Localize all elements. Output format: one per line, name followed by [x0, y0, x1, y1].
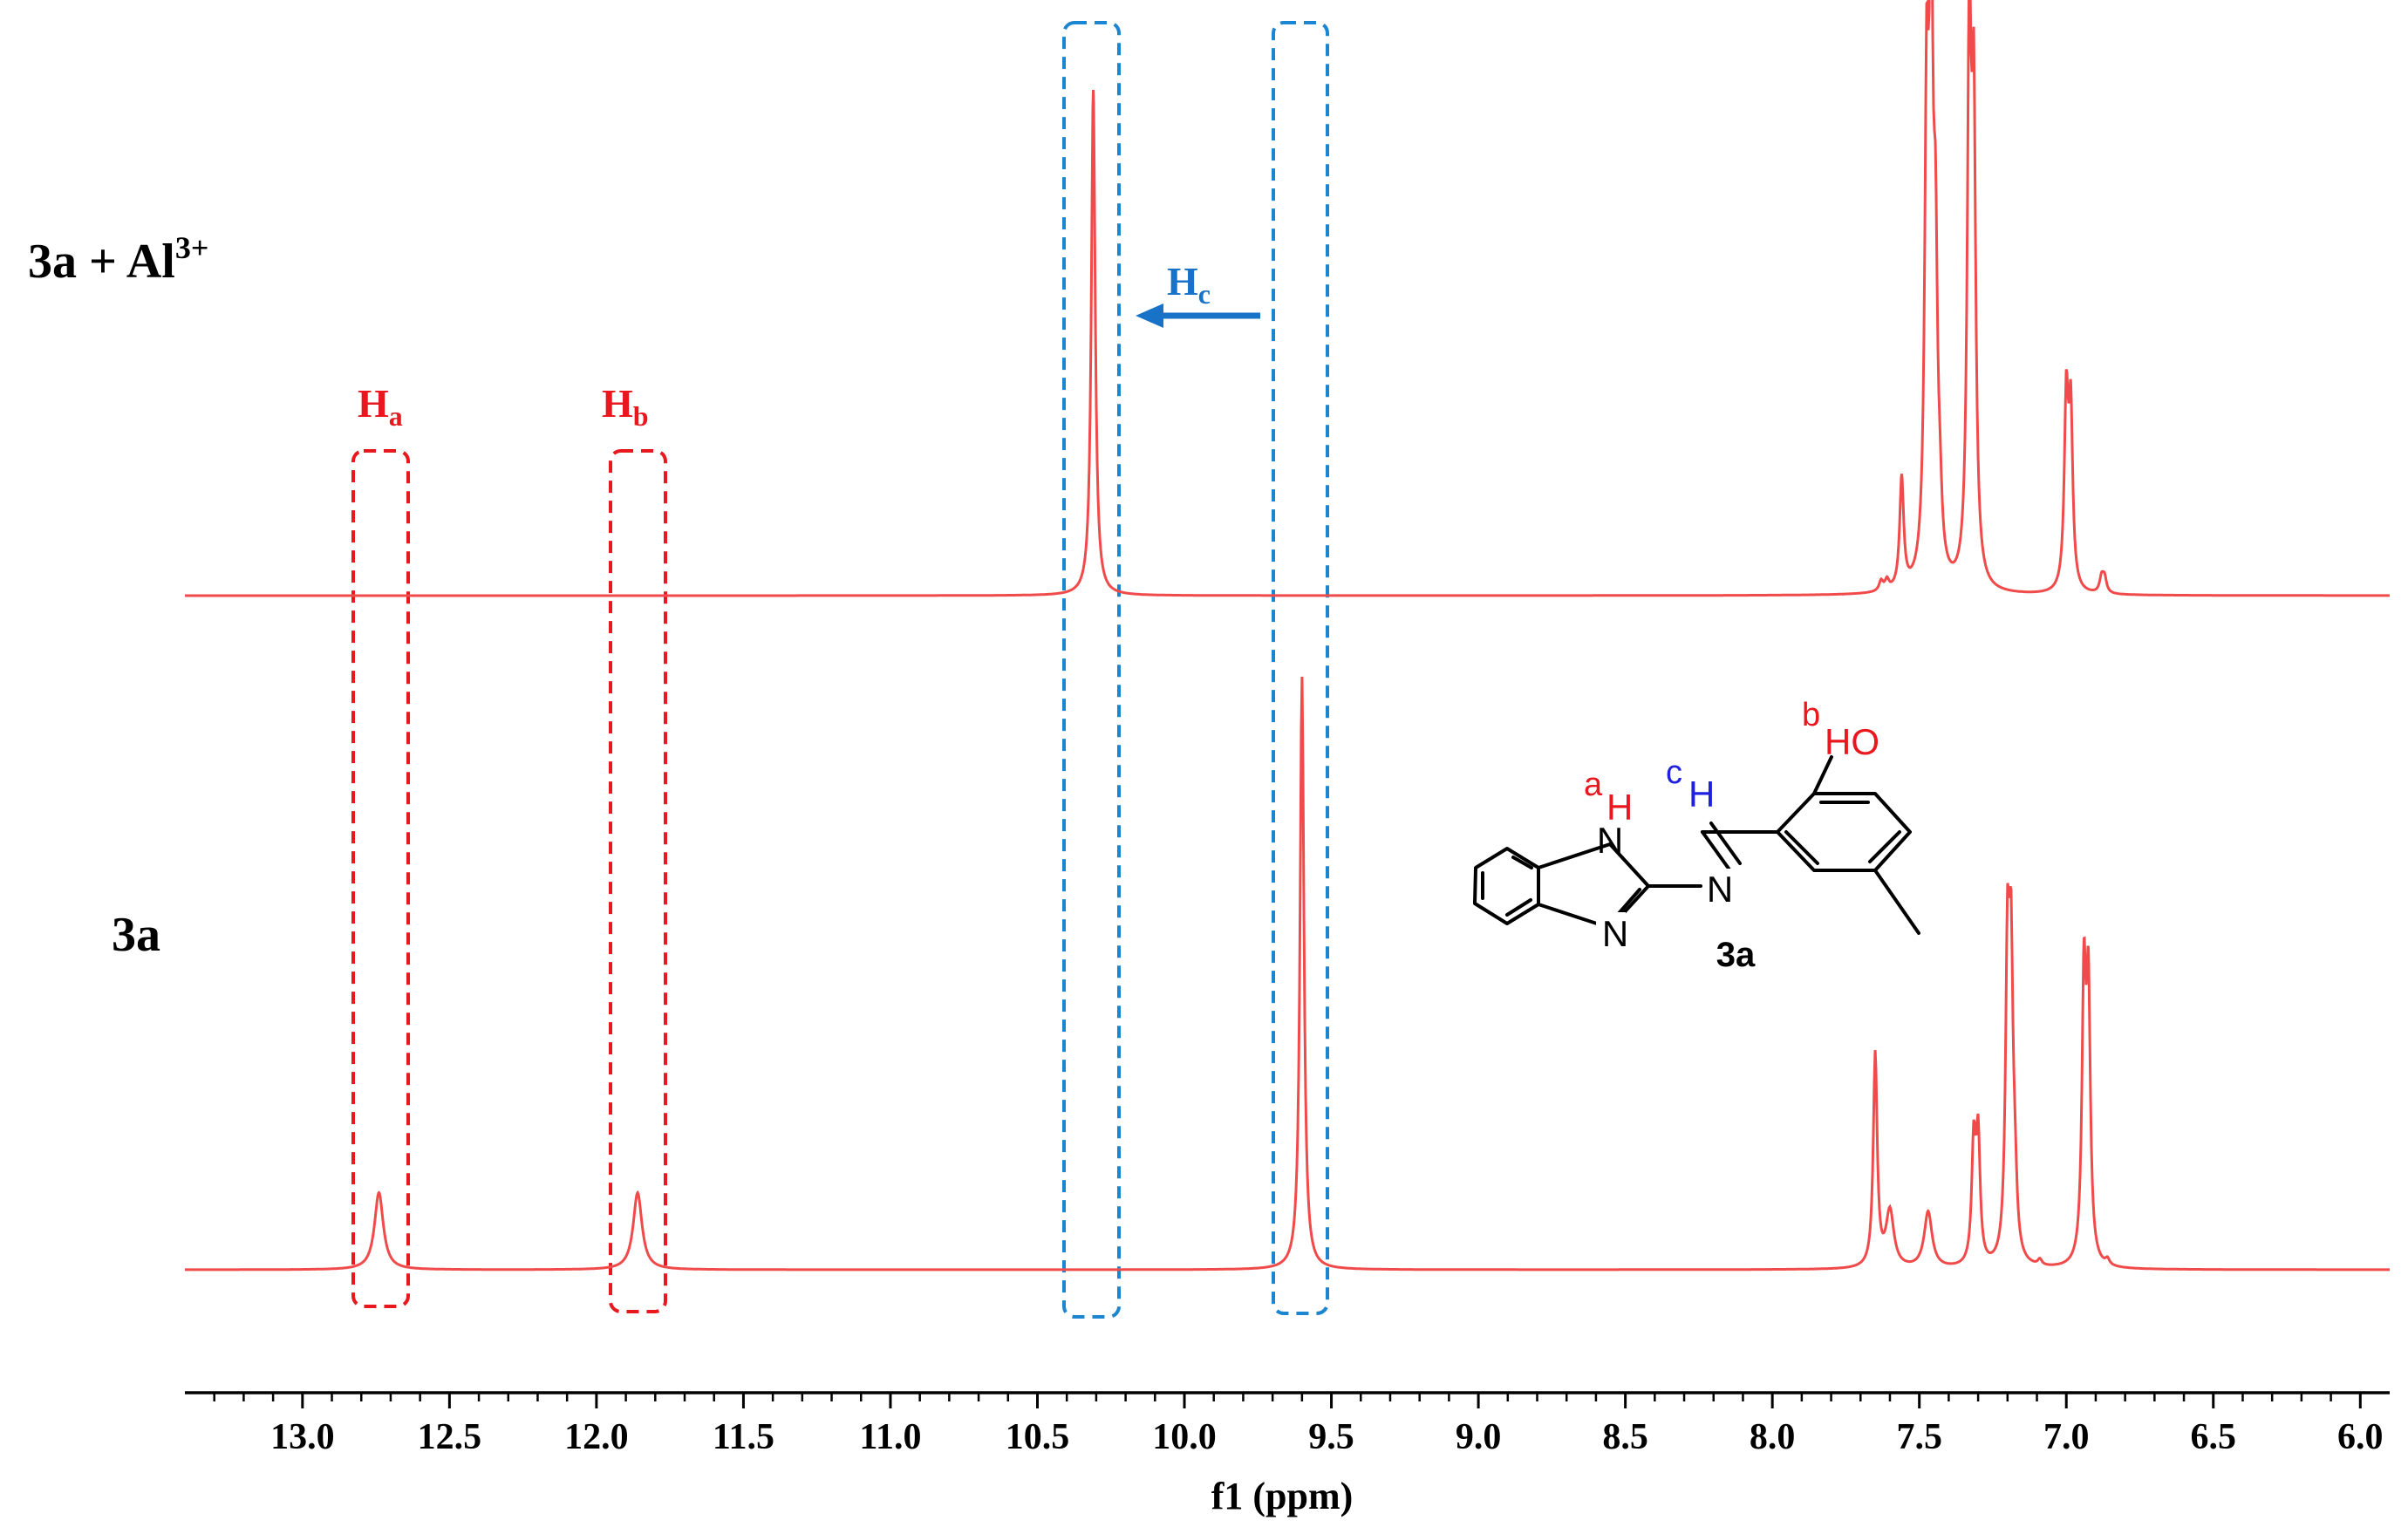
x-tick-label: 9.0	[1456, 1417, 1502, 1457]
bond-c-nh	[1537, 842, 1612, 869]
hc-highlight-box-free	[1272, 21, 1329, 1315]
annotation-hc: Hc	[1167, 259, 1211, 310]
ha-highlight-box	[351, 449, 410, 1308]
shift-arrow-head	[1136, 303, 1163, 328]
x-tick-label: 6.5	[2191, 1417, 2237, 1457]
svg-text:H: H	[1606, 787, 1633, 828]
hc-highlight-box-complex	[1062, 21, 1121, 1319]
x-tick-label: 13.0	[270, 1417, 335, 1457]
structure-3a-labels: N N N a H c H b HO 3a	[1584, 697, 1879, 974]
x-tick-label: 7.0	[2043, 1417, 2090, 1457]
annotation-hb: Hb	[602, 381, 649, 432]
x-tick-label: 9.5	[1308, 1417, 1354, 1457]
x-tick-label: 8.5	[1602, 1417, 1648, 1457]
x-tick-label: 6.0	[2337, 1417, 2384, 1457]
series-label-3a-al: 3a + Al3+	[28, 230, 208, 289]
spectrum-trace-3a	[185, 676, 2390, 1272]
x-tick-label: 7.5	[1896, 1417, 1942, 1457]
svg-text:N: N	[1597, 820, 1623, 861]
annotation-ha: Ha	[358, 381, 403, 432]
svg-text:N: N	[1707, 869, 1733, 910]
svg-text:N: N	[1602, 913, 1628, 954]
x-axis-ticks: 13.0 12.5 12.0 11.5 11.0 10.5 10.0 9.5 9.0 8.5 8.0…	[213, 1393, 2384, 1457]
x-tick-label: 10.0	[1152, 1417, 1217, 1457]
x-tick-label: 8.0	[1750, 1417, 1796, 1457]
hb-highlight-box	[609, 449, 667, 1313]
svg-text:HO: HO	[1825, 721, 1879, 762]
x-axis-label: f1 (ppm)	[1211, 1475, 1354, 1517]
x-tick-label: 12.0	[564, 1417, 629, 1457]
x-tick-label: 10.5	[1006, 1417, 1070, 1457]
svg-text:a: a	[1584, 767, 1603, 803]
x-tick-label: 11.0	[859, 1417, 921, 1457]
svg-text:H: H	[1688, 774, 1715, 815]
structure-3a	[1473, 755, 1920, 935]
svg-text:3a: 3a	[1716, 936, 1756, 974]
series-label-3a: 3a	[112, 908, 160, 962]
x-tick-label: 12.5	[418, 1417, 482, 1457]
svg-text:c: c	[1666, 754, 1682, 791]
spectrum-trace-3a-al	[185, 0, 2390, 597]
svg-text:b: b	[1802, 697, 1820, 733]
x-tick-label: 11.5	[713, 1417, 774, 1457]
